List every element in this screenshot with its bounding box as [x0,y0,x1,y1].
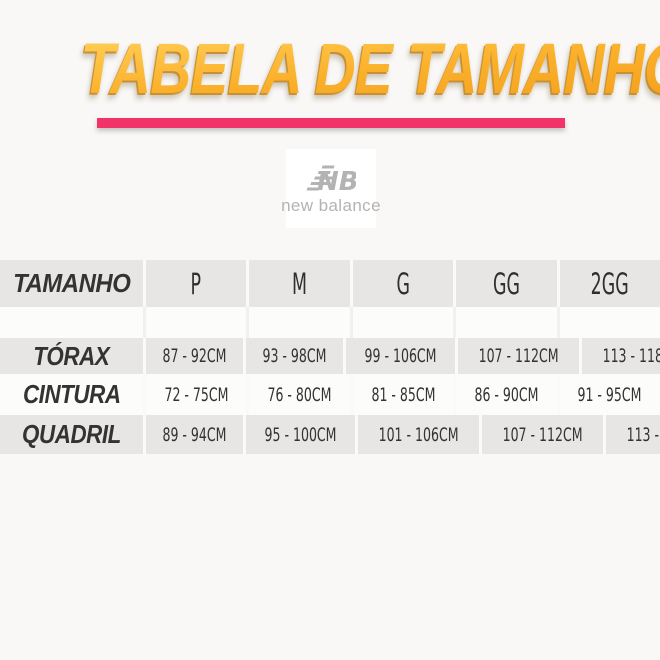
brand-logo-card: NB new balance [281,149,381,228]
row-label-torax: TÓRAX [33,340,110,371]
table-header-row: TAMANHO P M G GG 2GG [0,260,660,307]
cintura-g-value: 81 - 85CM [371,383,436,406]
header-cell-m: M [246,260,349,307]
torax-p-value: 87 - 92CM [162,345,227,367]
quadril-p-value: 89 - 94CM [162,423,227,446]
torax-m-value: 93 - 98CM [262,345,327,367]
header-cell-p: P [143,260,246,307]
size-label-m: M [292,266,308,301]
brand-wordmark: new balance [281,196,381,215]
torax-g-value: 99 - 106CM [364,345,437,367]
cintura-gg-value: 86 - 90CM [474,383,539,406]
size-label-p: P [190,266,202,301]
table-spacer-row [0,307,660,338]
cintura-2gg-value: 91 - 95CM [577,383,642,406]
cintura-m-value: 76 - 80CM [267,383,332,406]
row-label-cintura: CINTURA [22,379,121,409]
size-label-2gg: 2GG [590,266,629,301]
torax-gg-value: 107 - 112CM [478,345,559,367]
header-cell-gg: GG [453,260,556,307]
header-cell-g: G [349,260,453,307]
new-balance-nb-icon: NB [306,165,356,196]
quadril-g-value: 101 - 106CM [378,423,459,446]
size-label-g: G [396,266,410,301]
header-cell-tamanho: TAMANHO [0,260,143,307]
quadril-m-value: 95 - 100CM [264,423,337,446]
header-label: TAMANHO [12,268,131,298]
nb-monogram: NB [317,167,356,196]
cintura-p-value: 72 - 75CM [164,383,229,406]
table-row-torax: TÓRAX 87 - 92CM 93 - 98CM 99 - 106CM 107… [0,338,660,374]
size-chart-table: TAMANHO P M G GG 2GG TÓRAX 87 - 92CM 93 … [0,260,660,454]
quadril-gg-value: 107 - 112CM [502,423,583,446]
table-row-quadril: QUADRIL 89 - 94CM 95 - 100CM 101 - 106CM… [0,415,660,454]
table-row-cintura: CINTURA 72 - 75CM 76 - 80CM 81 - 85CM 86… [0,374,660,415]
row-label-quadril: QUADRIL [22,419,121,449]
torax-2gg-value: 113 - 118CM [602,345,660,367]
title-underline-bar [97,118,565,128]
size-label-gg: GG [492,266,520,301]
header-cell-2gg: 2GG [556,260,660,307]
page-title: TABELA DE TAMANHOS [81,34,660,105]
title-block: TABELA DE TAMANHOS [0,34,660,105]
quadril-2gg-value: 113 - 118CM [626,423,660,446]
